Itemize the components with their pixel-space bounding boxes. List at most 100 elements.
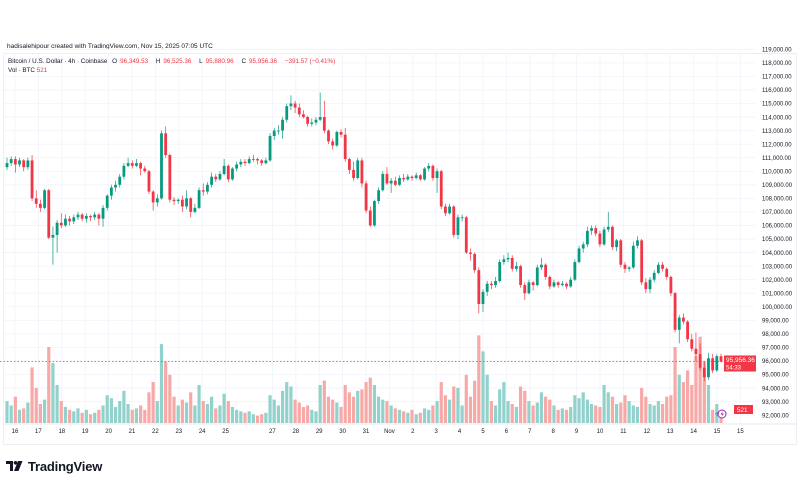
candle[interactable] [669,275,673,296]
candle[interactable] [55,220,59,253]
candle[interactable] [114,180,117,192]
candle[interactable] [130,160,134,169]
candle[interactable] [560,281,564,287]
candle[interactable] [452,205,456,238]
candle[interactable] [661,262,664,272]
candle[interactable] [448,203,451,215]
candle[interactable] [210,172,213,188]
candle[interactable] [59,213,63,229]
candle[interactable] [126,157,130,168]
candle[interactable] [356,157,360,180]
candle[interactable] [247,156,251,165]
candle[interactable] [160,130,163,200]
flash-icon[interactable]: + [715,409,727,419]
candle[interactable] [72,214,76,225]
candle[interactable] [473,252,477,273]
candle[interactable] [477,267,481,314]
candle[interactable] [464,215,468,254]
candle[interactable] [231,167,234,181]
candle[interactable] [168,153,172,203]
candle[interactable] [277,125,280,135]
candle[interactable] [373,199,376,227]
candle[interactable] [297,103,301,118]
candle[interactable] [623,262,627,273]
candle[interactable] [523,282,527,300]
candle[interactable] [519,264,522,288]
candle[interactable] [172,196,176,206]
candle[interactable] [18,157,21,168]
candle[interactable] [636,236,639,249]
candle[interactable] [51,226,55,265]
candle[interactable] [97,213,101,226]
candle[interactable] [197,187,201,210]
candle[interactable] [652,270,656,283]
candle[interactable] [460,214,464,222]
candle[interactable] [515,262,518,272]
candle[interactable] [702,360,706,382]
candle[interactable] [715,354,719,372]
candle[interactable] [456,214,460,239]
candle[interactable] [698,343,702,371]
candle[interactable] [406,173,410,181]
candle[interactable] [256,157,259,165]
candle[interactable] [302,110,305,119]
candle[interactable] [686,320,689,342]
candle[interactable] [39,199,42,212]
candle[interactable] [510,255,514,272]
candle[interactable] [656,262,660,275]
candle[interactable] [314,117,318,126]
candle[interactable] [331,138,335,150]
candle[interactable] [377,187,381,204]
candle[interactable] [155,194,159,207]
candle[interactable] [598,230,602,248]
candle[interactable] [640,239,644,286]
candle[interactable] [272,127,276,141]
candle[interactable] [64,214,67,227]
candle[interactable] [84,213,88,223]
candle[interactable] [665,267,669,280]
candle[interactable] [347,157,351,174]
candle[interactable] [139,161,143,176]
candle[interactable] [707,352,710,380]
candle[interactable] [368,206,372,227]
candle[interactable] [527,279,531,295]
candle[interactable] [531,281,535,291]
candle[interactable] [201,183,205,196]
candle[interactable] [193,203,197,214]
candle[interactable] [109,184,113,200]
candle[interactable] [648,276,652,294]
candle[interactable] [627,266,631,272]
candle[interactable] [5,157,9,170]
candle[interactable] [285,103,289,123]
candle[interactable] [143,165,147,173]
candle[interactable] [594,225,598,237]
candle[interactable] [89,214,92,222]
candle[interactable] [719,353,723,363]
candle[interactable] [322,100,326,134]
candle[interactable] [435,168,439,193]
candle[interactable] [122,163,126,180]
candle[interactable] [43,188,46,210]
candle[interactable] [535,264,539,287]
candle[interactable] [364,180,368,214]
candle[interactable] [552,279,556,288]
candle[interactable] [385,167,389,185]
candle[interactable] [339,129,343,138]
candle[interactable] [13,156,17,173]
candle[interactable] [581,241,585,253]
candle[interactable] [360,157,364,188]
candle[interactable] [306,115,310,127]
candle[interactable] [352,161,355,181]
candle[interactable] [631,241,635,269]
candle[interactable] [293,100,297,113]
candle[interactable] [481,289,485,313]
candle[interactable] [540,257,543,271]
candle[interactable] [335,130,339,147]
candle[interactable] [544,263,548,280]
candle[interactable] [682,313,685,325]
tradingview-logo[interactable]: TradingView [6,459,102,474]
candle[interactable] [590,225,593,235]
candle[interactable] [176,198,180,204]
candle[interactable] [611,225,614,250]
candle[interactable] [185,190,188,210]
